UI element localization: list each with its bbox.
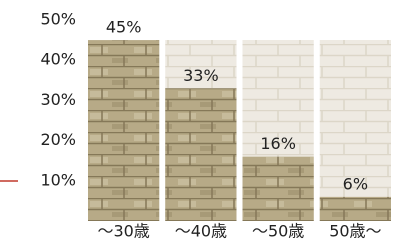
x-tick-label: 50歳～ bbox=[329, 222, 381, 241]
bar bbox=[320, 197, 391, 221]
x-tick-label: ～40歳 bbox=[175, 222, 227, 241]
value-label: 33% bbox=[183, 66, 219, 85]
bar bbox=[243, 157, 314, 221]
y-tick-label: 10% bbox=[40, 170, 76, 189]
bar bbox=[165, 88, 236, 221]
y-tick-label: 50% bbox=[40, 10, 76, 29]
x-tick-label: ～50歳 bbox=[252, 222, 304, 241]
y-tick-label: 20% bbox=[40, 130, 76, 149]
chart: 10% 20% 30% 40% 50% 45% ～30歳 33% ～40歳 16% ～50歳 6% 50… bbox=[0, 0, 395, 242]
x-tick-label: ～30歳 bbox=[97, 222, 149, 241]
value-label: 16% bbox=[260, 134, 296, 153]
bar bbox=[88, 40, 159, 221]
y-tick-label: 40% bbox=[40, 50, 76, 69]
y-tick-label: 30% bbox=[40, 90, 76, 109]
column-background bbox=[320, 40, 391, 221]
value-label: 6% bbox=[343, 174, 368, 193]
value-label: 45% bbox=[106, 18, 142, 37]
